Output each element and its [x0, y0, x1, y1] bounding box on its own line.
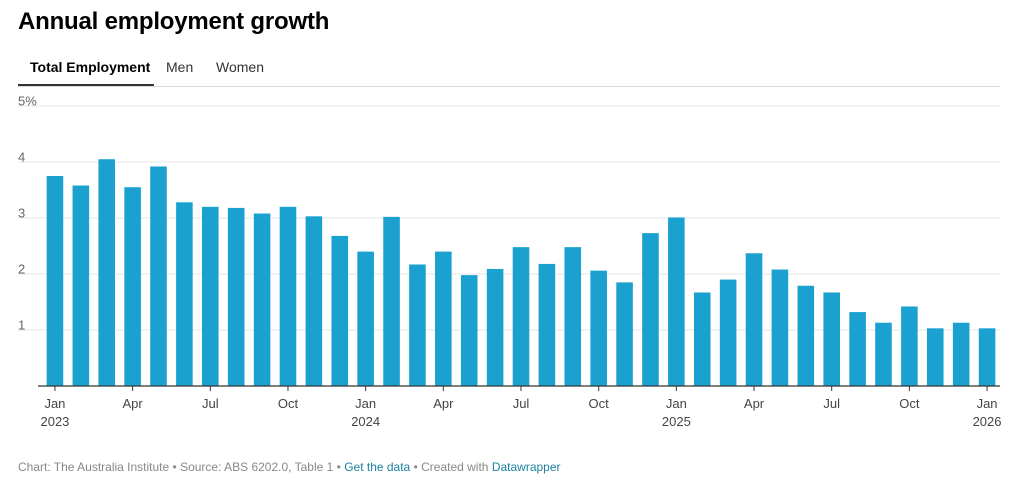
chart-title: Annual employment growth [18, 8, 330, 35]
bar [642, 233, 659, 386]
y-tick-label: 2 [18, 262, 25, 277]
x-tick-year-label: 2026 [973, 414, 1002, 429]
x-tick-year-label: 2024 [351, 414, 380, 429]
x-tick-label: Oct [899, 396, 920, 411]
bar [202, 206, 219, 386]
x-tick-label: Apr [123, 396, 144, 411]
x-tick-label: Oct [589, 396, 610, 411]
y-tick-label: 4 [18, 150, 25, 165]
bar [72, 185, 90, 386]
datawrapper-link[interactable]: Datawrapper [491, 460, 561, 474]
bar [849, 312, 866, 386]
x-tick-year-label: 2025 [662, 414, 691, 429]
x-tick-label: Oct [278, 396, 299, 411]
tab-men[interactable]: Men [166, 59, 194, 75]
source-note: Source: ABS 6202.0, Table 1 [180, 460, 334, 474]
bar [383, 216, 400, 386]
bar [875, 322, 892, 386]
bar-chart: 1 2 3 4 5% Jan 2023 Apr Jul Oct Jan 2024 Apr Jul Oct Ja… [18, 94, 1002, 429]
tab-total-employment[interactable]: Total Employment [30, 59, 151, 75]
x-tick-label: Jul [513, 396, 530, 411]
footer-separator: • [410, 460, 422, 474]
bar [771, 269, 789, 386]
chart-footer: Chart: The Australia Institute • Source:… [18, 460, 561, 474]
get-the-data-link[interactable]: Get the data [344, 460, 411, 474]
chart-credit: Chart: The Australia Institute [18, 460, 170, 474]
bar [978, 328, 996, 386]
y-tick-label: 1 [18, 318, 25, 333]
bar [616, 282, 633, 386]
bar [227, 207, 245, 386]
tab-bar: Total Employment Men Women [18, 58, 1000, 87]
bar [952, 322, 970, 386]
bar [176, 202, 193, 386]
footer-separator: • [169, 460, 181, 474]
bar [926, 328, 944, 386]
tab-women[interactable]: Women [216, 59, 264, 75]
bar [435, 251, 452, 386]
bar [331, 235, 349, 386]
bar [305, 216, 323, 386]
bar [719, 279, 737, 386]
x-tick-label: Jan [977, 396, 998, 411]
bar [98, 159, 116, 386]
bar [460, 275, 478, 386]
bar [409, 264, 426, 386]
bar [150, 166, 167, 386]
x-tick-label: Apr [433, 396, 454, 411]
footer-separator: • [333, 460, 345, 474]
bar [823, 292, 840, 386]
x-tick-label: Jul [202, 396, 219, 411]
bar [253, 213, 271, 386]
x-tick-label: Jul [823, 396, 840, 411]
bar [486, 268, 504, 386]
y-tick-label: 3 [18, 206, 25, 221]
x-tick-label: Jan [666, 396, 687, 411]
bar [901, 306, 918, 386]
bar [512, 247, 530, 386]
x-tick-label: Jan [355, 396, 376, 411]
bar [564, 247, 582, 386]
bar [279, 206, 297, 386]
bar [124, 187, 141, 386]
bar [797, 285, 815, 386]
y-tick-label: 5% [18, 94, 37, 109]
x-tick-label: Apr [744, 396, 765, 411]
bar [693, 292, 711, 386]
bar [745, 253, 763, 386]
x-tick-label: Jan [44, 396, 65, 411]
bar [538, 263, 556, 386]
created-with-text: Created with [421, 460, 492, 474]
bar [46, 176, 64, 386]
active-tab-indicator [18, 84, 154, 86]
x-tick-year-label: 2023 [40, 414, 69, 429]
bar [590, 270, 607, 386]
bar [357, 251, 374, 386]
bar [668, 217, 685, 386]
